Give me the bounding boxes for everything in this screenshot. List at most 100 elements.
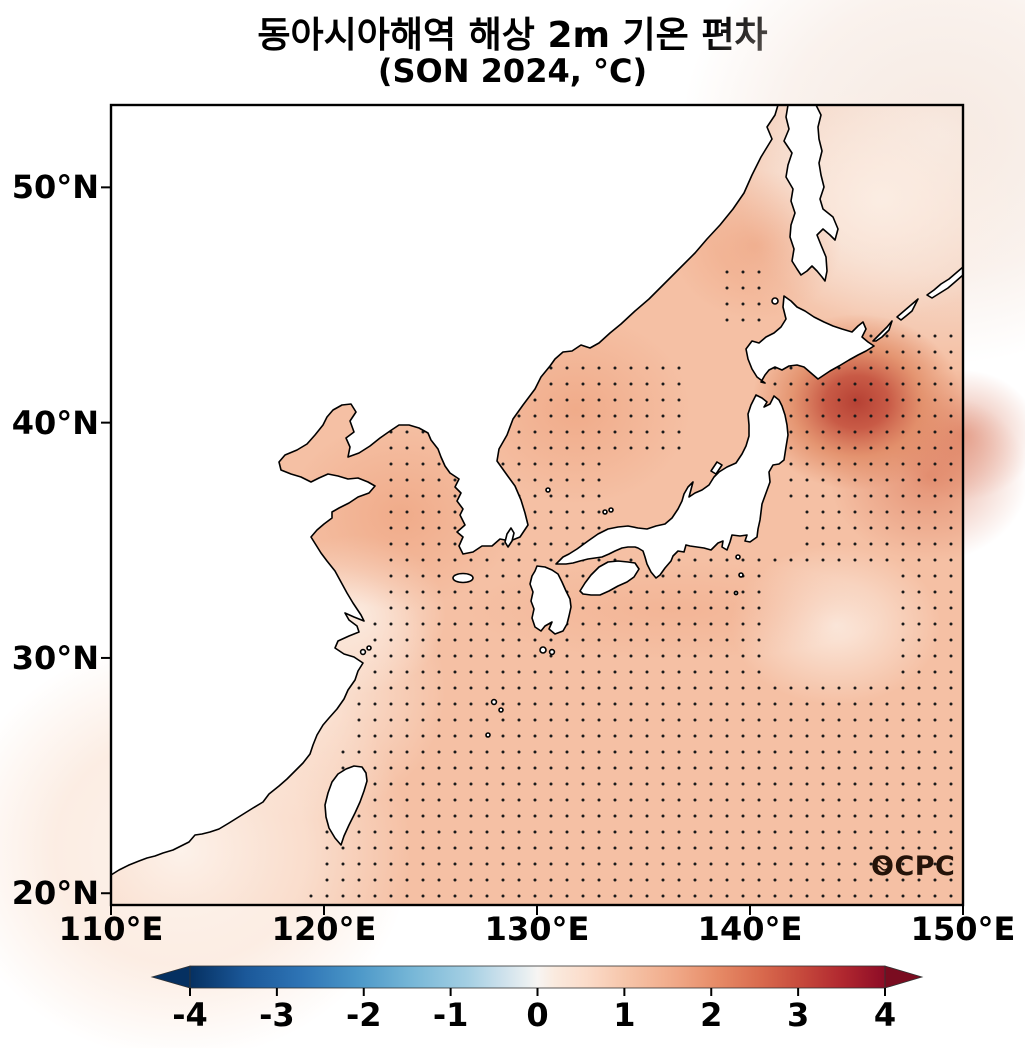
stipple-dot [629, 814, 633, 818]
stipple-dot [901, 750, 905, 754]
stipple-dot [501, 878, 505, 882]
stipple-dot [917, 494, 921, 498]
stipple-dot [805, 750, 809, 754]
stipple-dot [501, 734, 505, 738]
stipple-dot [869, 558, 873, 562]
stipple-dot [565, 878, 569, 882]
stipple-dot [405, 686, 409, 690]
stipple-dot [709, 670, 713, 674]
stipple-dot [949, 446, 953, 450]
stipple-dot [725, 702, 729, 706]
stipple-dot [549, 670, 553, 674]
stipple-dot [533, 750, 537, 754]
stipple-dot [389, 526, 393, 530]
stipple-dot [597, 734, 601, 738]
stipple-dot [357, 830, 361, 834]
stipple-dot [645, 446, 649, 450]
stipple-dot [405, 894, 409, 898]
stipple-dot [629, 398, 633, 402]
stipple-dot [501, 894, 505, 898]
stipple-dot [661, 846, 665, 850]
stipple-dot [501, 558, 505, 562]
stipple-dot [789, 766, 793, 770]
stipple-dot [549, 702, 553, 706]
stipple-dot [949, 798, 953, 802]
stipple-dot [693, 702, 697, 706]
stipple-dot [645, 574, 649, 578]
stipple-dot [437, 558, 441, 562]
stipple-dot [853, 462, 857, 466]
stipple-dot [613, 878, 617, 882]
stipple-dot [517, 862, 521, 866]
stipple-dot [885, 526, 889, 530]
colorbar-tick-label: -4 [172, 996, 208, 1034]
stipple-dot [837, 814, 841, 818]
stipple-dot [549, 734, 553, 738]
stipple-dot [709, 606, 713, 610]
stipple-dot [933, 782, 937, 786]
stipple-dot [533, 414, 537, 418]
stipple-dot [677, 718, 681, 722]
stipple-dot [517, 558, 521, 562]
stipple-dot [677, 606, 681, 610]
stipple-dot [901, 590, 905, 594]
stipple-dot [389, 622, 393, 626]
stipple-dot [885, 462, 889, 466]
stipple-dot [453, 558, 457, 562]
stipple-dot [469, 830, 473, 834]
stipple-dot [581, 494, 585, 498]
stipple-dot [373, 782, 377, 786]
stipple-dot [741, 558, 745, 562]
stipple-dot [933, 350, 937, 354]
stipple-dot [677, 574, 681, 578]
stipple-dot [597, 686, 601, 690]
stipple-dot [405, 702, 409, 706]
stipple-dot [677, 382, 681, 386]
stipple-dot [549, 750, 553, 754]
stipple-dot [469, 638, 473, 642]
stipple-dot [853, 766, 857, 770]
stipple-dot [581, 878, 585, 882]
stipple-dot [565, 430, 569, 434]
stipple-dot [933, 814, 937, 818]
stipple-dot [405, 846, 409, 850]
stipple-dot [805, 718, 809, 722]
stipple-dot [837, 414, 841, 418]
stipple-dot [725, 846, 729, 850]
stipple-dot [725, 318, 729, 322]
stipple-dot [949, 398, 953, 402]
stipple-dot [949, 590, 953, 594]
stipple-dot [869, 478, 873, 482]
stipple-dot [949, 574, 953, 578]
stipple-dot [469, 846, 473, 850]
stipple-dot [837, 766, 841, 770]
stipple-dot [949, 734, 953, 738]
stipple-dot [805, 846, 809, 850]
stipple-dot [885, 718, 889, 722]
stipple-dot [517, 446, 521, 450]
stipple-dot [501, 862, 505, 866]
stipple-dot [869, 814, 873, 818]
stipple-dot [821, 686, 825, 690]
stipple-dot [885, 334, 889, 338]
stipple-dot [741, 590, 745, 594]
stipple-dot [421, 510, 425, 514]
stipple-dot [565, 542, 569, 546]
stipple-dot [645, 702, 649, 706]
stipple-dot [933, 542, 937, 546]
stipple-dot [869, 718, 873, 722]
stipple-dot [437, 718, 441, 722]
stipple-dot [405, 814, 409, 818]
stipple-dot [533, 430, 537, 434]
stipple-dot [837, 446, 841, 450]
stipple-dot [453, 526, 457, 530]
stipple-dot [389, 670, 393, 674]
stipple-dot [901, 702, 905, 706]
stipple-dot [901, 398, 905, 402]
stipple-dot [917, 462, 921, 466]
wave-icon [873, 859, 889, 865]
stipple-dot [677, 398, 681, 402]
stipple-dot [949, 526, 953, 530]
stipple-dot [709, 638, 713, 642]
stipple-dot [533, 702, 537, 706]
